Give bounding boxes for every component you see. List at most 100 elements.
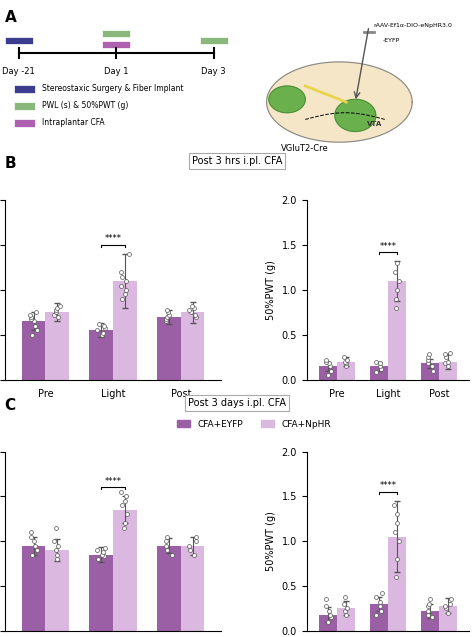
Point: [341, 357, 348, 367]
Point: [98, 550, 106, 560]
Point: [378, 588, 386, 598]
Point: [191, 303, 198, 313]
Point: [393, 285, 401, 295]
Point: [424, 610, 432, 620]
Point: [325, 606, 333, 616]
Point: [27, 313, 35, 324]
Point: [32, 540, 39, 550]
Point: [392, 303, 400, 313]
Point: [426, 594, 434, 605]
Point: [164, 304, 171, 315]
Bar: [46, 550, 69, 631]
Point: [378, 364, 385, 374]
Point: [376, 361, 383, 371]
Point: [186, 304, 193, 315]
Text: -EYFP: -EYFP: [383, 38, 400, 43]
Point: [341, 606, 348, 616]
Point: [95, 319, 103, 329]
Text: ****: ****: [380, 481, 397, 490]
Bar: [22, 321, 46, 380]
Point: [188, 301, 196, 311]
Bar: [421, 364, 439, 380]
Bar: [388, 536, 406, 631]
Point: [325, 359, 333, 369]
Point: [122, 491, 129, 501]
Text: A: A: [5, 10, 17, 25]
Point: [342, 359, 349, 369]
Point: [101, 543, 109, 554]
Point: [33, 545, 41, 555]
Point: [93, 545, 101, 555]
Point: [29, 550, 36, 560]
Point: [30, 536, 38, 546]
Point: [118, 487, 125, 497]
Point: [376, 359, 384, 369]
Point: [393, 554, 401, 564]
Point: [324, 370, 331, 380]
Point: [322, 601, 330, 611]
Point: [326, 361, 334, 371]
Text: Day -21: Day -21: [2, 68, 35, 76]
Point: [424, 355, 432, 365]
Point: [447, 594, 454, 605]
Point: [52, 307, 59, 317]
Point: [395, 276, 402, 286]
Point: [122, 276, 129, 286]
Point: [373, 592, 380, 602]
Text: Stereostaxic Surgery & Fiber Implant: Stereostaxic Surgery & Fiber Implant: [42, 83, 183, 92]
Point: [392, 572, 400, 582]
FancyBboxPatch shape: [102, 29, 130, 37]
Point: [120, 522, 128, 533]
Point: [327, 366, 335, 376]
Point: [424, 352, 432, 362]
Point: [340, 599, 348, 609]
Point: [165, 310, 173, 320]
Point: [164, 531, 171, 541]
Point: [428, 361, 436, 371]
Text: Day 1: Day 1: [104, 68, 128, 76]
Point: [327, 612, 335, 622]
Text: ****: ****: [105, 234, 122, 243]
Bar: [388, 281, 406, 380]
Bar: [319, 366, 337, 380]
Point: [118, 271, 126, 282]
Point: [447, 348, 454, 358]
Point: [340, 352, 348, 362]
Point: [187, 307, 195, 317]
Bar: [113, 281, 137, 380]
Bar: [22, 545, 46, 631]
Bar: [90, 331, 113, 380]
Point: [29, 330, 36, 340]
FancyBboxPatch shape: [14, 118, 35, 127]
Bar: [181, 312, 204, 380]
Point: [442, 352, 449, 362]
Point: [324, 617, 331, 627]
Point: [53, 303, 61, 313]
FancyBboxPatch shape: [14, 85, 35, 93]
Point: [164, 307, 172, 317]
Point: [163, 313, 170, 324]
Point: [163, 540, 170, 550]
Point: [52, 545, 59, 555]
Point: [376, 601, 383, 611]
Point: [326, 610, 334, 620]
Point: [164, 311, 171, 322]
Point: [441, 359, 449, 369]
Point: [390, 500, 398, 510]
Point: [429, 366, 437, 376]
Point: [51, 310, 58, 320]
Text: VGluT2-Cre: VGluT2-Cre: [282, 144, 329, 153]
Text: Intraplantar CFA: Intraplantar CFA: [42, 118, 105, 127]
Text: ****: ****: [105, 476, 122, 485]
Text: C: C: [5, 398, 16, 413]
Point: [30, 316, 38, 326]
Point: [425, 599, 432, 609]
Point: [391, 527, 399, 537]
Point: [51, 536, 58, 546]
Point: [428, 612, 436, 622]
Point: [98, 330, 106, 340]
Text: ****: ****: [380, 241, 397, 250]
Text: PWL (s) & 50%PWT (g): PWL (s) & 50%PWT (g): [42, 101, 128, 110]
Text: VTA: VTA: [367, 121, 382, 127]
Bar: [90, 555, 113, 631]
